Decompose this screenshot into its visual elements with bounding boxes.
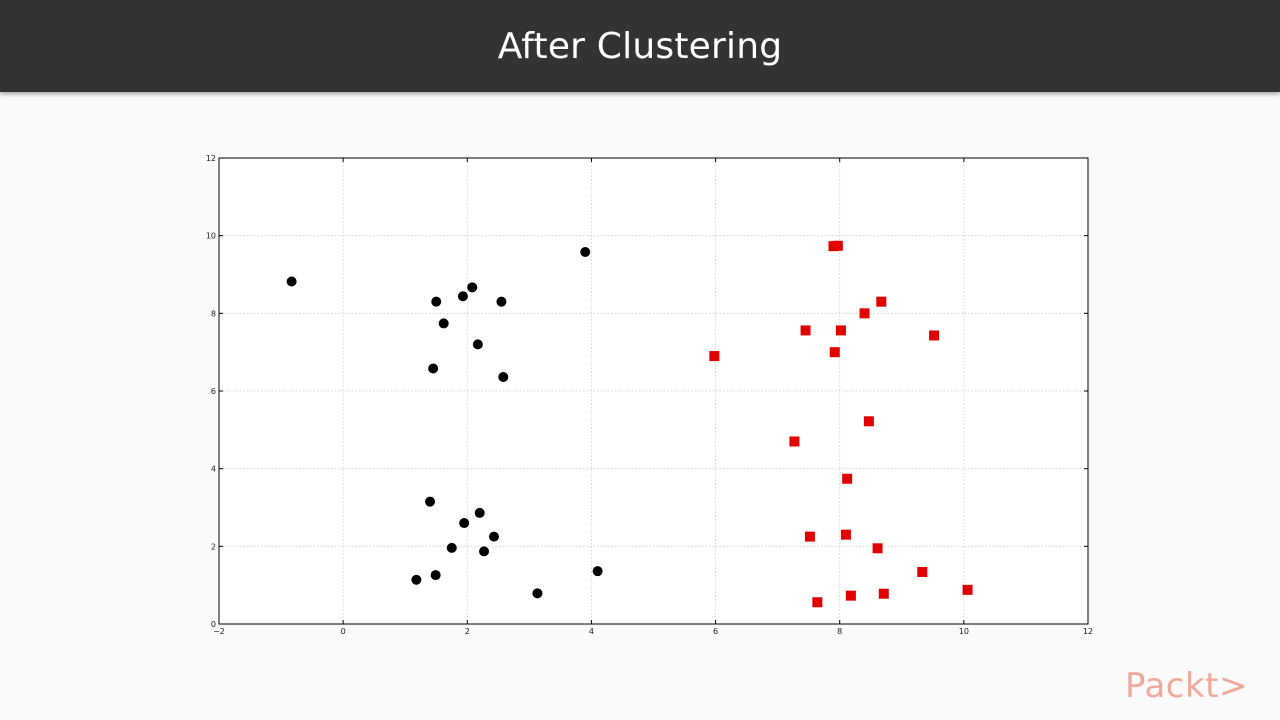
y-tick-label: 12 (206, 154, 216, 163)
data-point-circle (446, 542, 457, 553)
data-point-square (929, 330, 940, 341)
data-point-circle (431, 296, 442, 307)
data-point-circle (580, 246, 591, 257)
data-point-square (872, 543, 883, 554)
data-point-square (835, 325, 846, 336)
y-tick-label: 0 (211, 620, 216, 629)
title-bar: After Clustering (0, 0, 1280, 92)
slide-title: After Clustering (497, 25, 783, 67)
y-tick-label: 2 (211, 542, 216, 551)
data-point-circle (457, 291, 468, 302)
data-point-circle (479, 546, 490, 557)
data-point-square (845, 590, 856, 601)
data-point-circle (592, 566, 603, 577)
data-point-circle (496, 296, 507, 307)
x-tick-label: 12 (1083, 627, 1093, 636)
data-point-square (829, 347, 840, 358)
data-point-circle (411, 574, 422, 585)
data-point-square (709, 351, 720, 362)
y-tick-label: 8 (211, 309, 216, 318)
data-point-circle (428, 363, 439, 374)
data-point-circle (467, 282, 478, 293)
data-point-square (840, 529, 851, 540)
data-point-circle (438, 318, 449, 329)
x-tick-label: 10 (959, 627, 969, 636)
data-point-square (789, 436, 800, 447)
packt-logo: Packt> (1124, 666, 1248, 706)
data-point-square (832, 240, 843, 251)
data-point-square (800, 325, 811, 336)
data-point-square (863, 416, 874, 427)
data-point-circle (474, 507, 485, 518)
data-point-square (876, 296, 887, 307)
x-tick-label: 6 (713, 627, 718, 636)
data-point-square (962, 584, 973, 595)
plot-frame (218, 157, 1089, 625)
data-point-circle (425, 496, 436, 507)
x-tick-label: −2 (213, 627, 225, 636)
x-tick-label: 2 (465, 627, 470, 636)
data-point-square (842, 473, 853, 484)
y-tick-label: 6 (211, 387, 216, 396)
data-point-circle (459, 518, 470, 529)
data-point-square (859, 308, 870, 319)
x-tick-label: 4 (589, 627, 594, 636)
data-point-circle (488, 531, 499, 542)
x-tick-label: 8 (837, 627, 842, 636)
data-point-circle (532, 588, 543, 599)
data-point-square (917, 566, 928, 577)
data-point-circle (286, 276, 297, 287)
data-point-square (878, 588, 889, 599)
data-point-circle (430, 570, 441, 581)
y-tick-label: 4 (211, 465, 216, 474)
data-point-square (812, 597, 823, 608)
x-tick-label: 0 (341, 627, 346, 636)
data-point-circle (472, 339, 483, 350)
data-point-circle (498, 372, 509, 383)
y-tick-label: 10 (206, 232, 216, 241)
data-point-square (804, 531, 815, 542)
